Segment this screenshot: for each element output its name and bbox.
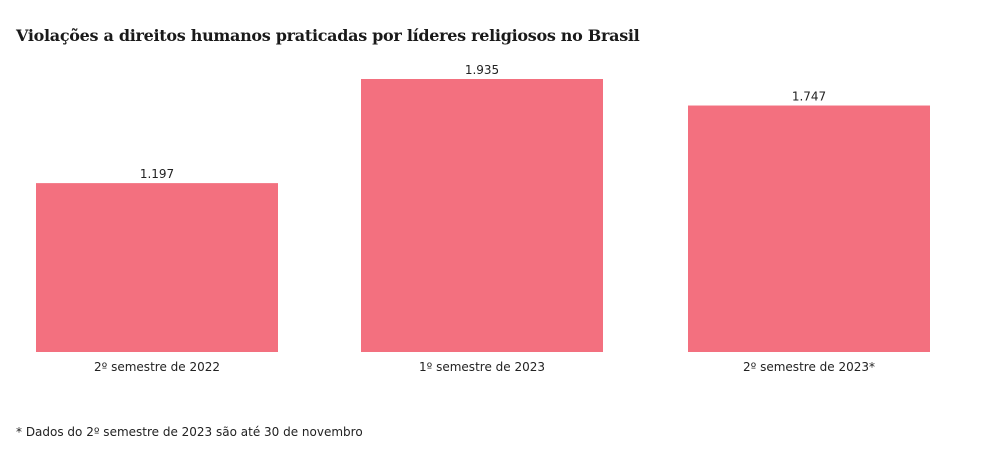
value-label: 1.747 [792, 90, 826, 104]
value-label: 1.935 [465, 63, 499, 77]
chart-title: Violações a direitos humanos praticadas … [16, 26, 640, 45]
category-label: 2º semestre de 2023* [743, 360, 875, 374]
bar [688, 105, 930, 352]
value-label: 1.197 [140, 167, 174, 181]
bar [361, 79, 603, 352]
category-label: 2º semestre de 2022 [94, 360, 220, 374]
category-label: 1º semestre de 2023 [419, 360, 545, 374]
footnote: * Dados do 2º semestre de 2023 são até 3… [16, 425, 363, 439]
bar-chart: 1.197 2º semestre de 2022 1.935 1º semestre… [36, 63, 930, 374]
bar [36, 183, 278, 352]
